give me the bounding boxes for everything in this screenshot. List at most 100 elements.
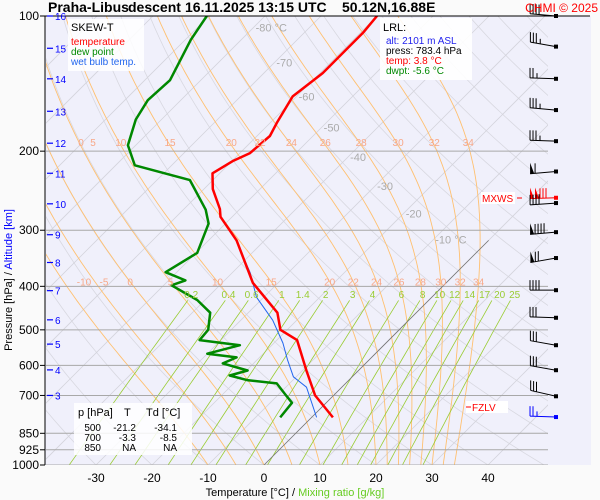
moist-adiabat-label: 5	[90, 138, 96, 149]
wind-barb-pennant	[530, 223, 535, 235]
altitude-tick-label: 13	[55, 107, 67, 118]
dry-adiabat	[91, 16, 489, 465]
moist-adiabat-label: 26	[393, 277, 405, 288]
wind-barb	[529, 130, 558, 144]
dry-adiabat	[352, 16, 548, 215]
altitude-tick-label: 9	[55, 231, 61, 242]
wind-barb-staff	[530, 340, 557, 346]
mixing-ratio-line	[341, 300, 438, 465]
wind-barb	[529, 330, 558, 348]
wind-barb-station-dot	[554, 108, 558, 113]
legend-temperature: temperature	[71, 37, 125, 48]
mixing-ratio-label: 0.2	[184, 290, 198, 301]
altitude-tick-label: 10	[55, 200, 67, 211]
legend-dew-point: dew point	[71, 47, 114, 58]
mixing-ratio-label: 10	[434, 290, 446, 301]
moist-adiabat-label: 28	[356, 138, 368, 149]
moist-adiabat-label: 30	[435, 277, 447, 288]
wind-barb	[529, 67, 558, 81]
title-coords: 50.12N,16.88E	[342, 0, 435, 15]
x-tick-label: -20	[143, 471, 161, 485]
axes-labels: 0 5 10 15 20 22 24 26 28 30 32 34-10 -5 0 5 10 15 20 22 24 2…	[12, 9, 520, 485]
mixing-ratio-label: 3	[350, 290, 356, 301]
mixing-ratio-label: 1	[279, 290, 285, 301]
pressure-tick-label: 300	[19, 223, 39, 237]
wind-barb-station-dot	[554, 201, 558, 206]
dry-adiabat	[410, 16, 548, 155]
lrl-temp: temp: 3.8 °C	[386, 56, 442, 67]
isotherm	[319, 236, 548, 465]
fzlv-marker: FZLV	[466, 401, 508, 414]
mixing-ratio-label: 17	[479, 290, 491, 301]
axis-title-separator: /	[289, 487, 298, 499]
wind-barb-staff	[530, 41, 557, 48]
y-axis-title-pressure: Pressure [hPa]	[3, 278, 15, 351]
table-row: 500 -21.2 -34.1	[84, 423, 177, 434]
lrl-box: LRL: alt: 2101 m ASL press: 783.4 hPa te…	[380, 18, 472, 80]
pressure-tick-label: 400	[19, 279, 39, 293]
moist-adiabat	[351, 16, 461, 465]
table-header-p: p [hPa]	[78, 407, 113, 419]
wind-barb-station-dot	[554, 343, 558, 348]
moist-adiabat	[271, 16, 427, 465]
wind-barb-station-dot	[554, 315, 558, 320]
dry-adiabat	[120, 16, 545, 465]
dry-adiabat	[46, 283, 209, 465]
wind-barb	[529, 32, 558, 49]
moist-adiabat-label: 32	[429, 138, 441, 149]
wind-barb-station-dot	[554, 230, 558, 235]
wind-barb	[529, 280, 558, 293]
moist-adiabat-label: -5	[100, 277, 109, 288]
altitude-tick-label: 11	[55, 169, 66, 180]
wind-barb-staff	[530, 365, 557, 371]
lrl-title: LRL:	[383, 22, 406, 34]
moist-adiabat-label: 0	[127, 277, 133, 288]
wind-barb-station-dot	[554, 76, 558, 81]
isotherm	[46, 16, 210, 180]
dry-adiabat	[149, 16, 548, 435]
lrl-dwpt: dwpt: -5.6 °C	[386, 66, 444, 77]
wind-barb	[529, 3, 558, 18]
moist-adiabat-label: 0	[78, 138, 84, 149]
isotherm	[151, 68, 548, 465]
x-axis-title: Temperature [°C] / Mixing ratio [g/kg]	[206, 487, 385, 499]
moist-adiabat-label: 10	[115, 138, 127, 149]
legend-wet-bulb: wet bulb temp.	[70, 57, 136, 68]
wind-barb-station-dot	[554, 288, 558, 293]
moist-adiabat-label: 30	[393, 138, 405, 149]
dry-adiabat	[46, 216, 265, 465]
mixing-ratio-label: 12	[449, 290, 461, 301]
wind-barbs	[529, 3, 558, 420]
plot-background	[45, 16, 591, 465]
title-station: Praha-Libus	[48, 0, 129, 15]
isotherm-label: -30	[377, 181, 393, 193]
mixing-ratio-label: 2	[323, 290, 329, 301]
moist-adiabat	[309, 16, 443, 465]
wind-barb-station-dot	[554, 415, 558, 420]
isotherm-label: -20	[406, 208, 422, 220]
x-tick-label: 40	[481, 471, 495, 485]
temperature-line	[211, 16, 378, 419]
mixing-ratio-label: 8	[420, 290, 426, 301]
wind-barb-station-dot	[554, 394, 558, 399]
wind-barb-staff	[530, 13, 557, 17]
moist-adiabat-label: -10	[77, 277, 92, 288]
isotherm	[46, 16, 322, 292]
wind-barb	[529, 355, 558, 373]
wind-barb-staff	[530, 389, 557, 397]
wind-barb-pennant	[530, 162, 535, 174]
profile-series	[126, 16, 378, 419]
wind-barb	[529, 406, 558, 420]
mixing-ratio-line	[422, 300, 511, 465]
x-axis-title-mixing-ratio: Mixing ratio [g/kg]	[298, 487, 384, 499]
wind-barb-station-dot	[554, 139, 558, 144]
altitude-tick-label: 12	[55, 139, 67, 150]
pressure-tick-label: 850	[19, 426, 39, 440]
isotherm	[46, 16, 266, 236]
table-cell: -34.1	[154, 423, 177, 434]
x-tick-label: -10	[199, 471, 217, 485]
table-header-td: Td [°C]	[146, 407, 180, 419]
isotherm	[46, 16, 490, 460]
dew-point-line	[126, 16, 294, 419]
mxws-marker: MXWS	[481, 192, 522, 205]
